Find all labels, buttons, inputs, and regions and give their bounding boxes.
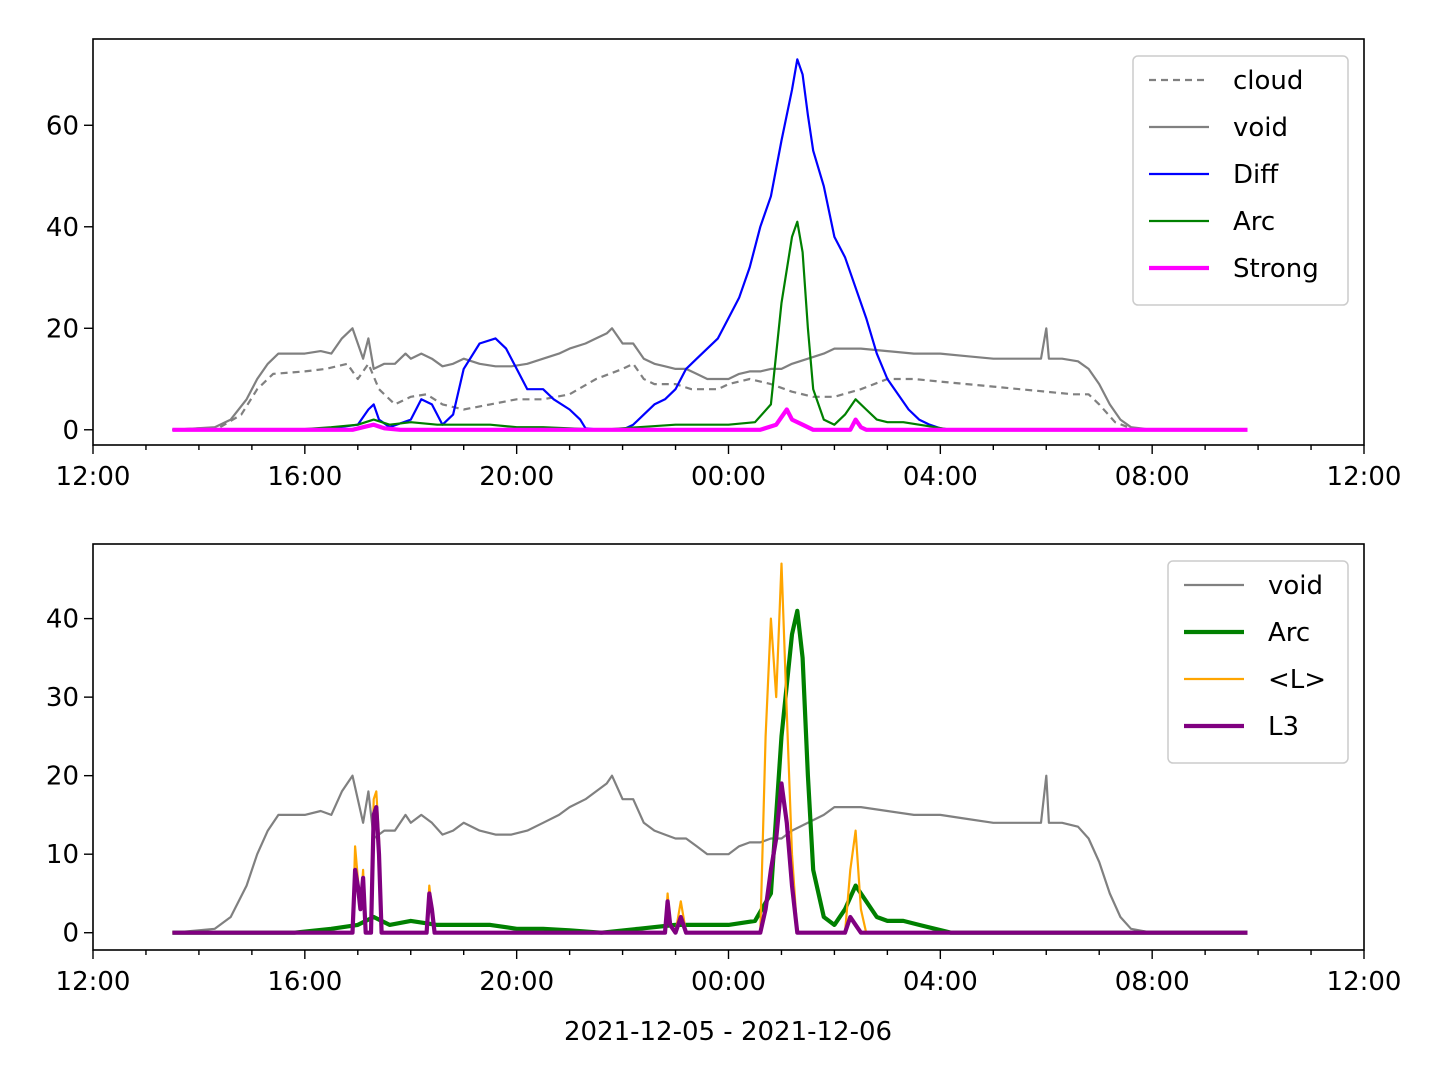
series-line-arc — [172, 608, 1248, 935]
bottom-plot: 12:00 16:00 20:00 00:00 04:00 08:00 12:00 0 10 20… — [46, 543, 1402, 997]
legend-label-strong: Strong — [1233, 254, 1319, 284]
x-tick-label: 20:00 — [479, 967, 554, 997]
plot-lines — [172, 562, 1248, 935]
x-tick-label: 12:00 — [1327, 462, 1402, 492]
y-tick-label: 40 — [46, 213, 79, 243]
legend: cloud void Diff Arc Strong — [1132, 55, 1349, 306]
plot-lines — [172, 58, 1248, 432]
x-tick-label: 12:00 — [56, 462, 131, 492]
legend-box — [1132, 55, 1349, 306]
series-line-l3 — [172, 781, 1248, 935]
legend: void Arc <L> L3 — [1167, 560, 1349, 764]
x-tick-label: 00:00 — [691, 967, 766, 997]
x-tick-label: 20:00 — [479, 462, 554, 492]
y-tick-label: 20 — [46, 762, 79, 792]
series-line-void — [172, 327, 1248, 431]
x-tick-label: 00:00 — [691, 462, 766, 492]
y-tick-label: 20 — [46, 314, 79, 344]
legend-label-diff: Diff — [1233, 160, 1279, 190]
legend-label-void: void — [1233, 113, 1288, 143]
legend-label-arc: Arc — [1268, 618, 1310, 648]
x-tick-label: 08:00 — [1115, 967, 1190, 997]
y-tick-label: 60 — [46, 111, 79, 141]
x-axis-label: 2021-12-05 - 2021-12-06 — [564, 1017, 892, 1047]
x-tick-label: 16:00 — [267, 462, 342, 492]
legend-label-l: <L> — [1268, 665, 1326, 695]
series-line-arc — [172, 220, 1248, 431]
y-tick-label: 40 — [46, 605, 79, 635]
y-tick-label: 10 — [46, 840, 79, 870]
x-tick-label: 16:00 — [267, 967, 342, 997]
series-line-void — [172, 774, 1248, 934]
x-tick-label: 04:00 — [903, 462, 978, 492]
y-tick-label: 0 — [62, 416, 79, 446]
x-tick-label: 12:00 — [1327, 967, 1402, 997]
legend-label-arc: Arc — [1233, 207, 1275, 237]
x-tick-label: 12:00 — [56, 967, 131, 997]
top-plot: 12:00 16:00 20:00 00:00 04:00 08:00 12:00 0 20 40… — [46, 38, 1402, 492]
legend-label-cloud: cloud — [1233, 66, 1303, 96]
y-tick-label: 0 — [62, 919, 79, 949]
x-tick-label: 08:00 — [1115, 462, 1190, 492]
series-line-diff — [172, 58, 1248, 431]
y-tick-label: 30 — [46, 683, 79, 713]
series-line-strong — [172, 407, 1248, 432]
legend-label-void: void — [1268, 571, 1323, 601]
series-line-cloud — [172, 362, 1248, 431]
x-tick-label: 04:00 — [903, 967, 978, 997]
legend-label-l3: L3 — [1268, 712, 1299, 742]
legend-box — [1167, 560, 1349, 764]
